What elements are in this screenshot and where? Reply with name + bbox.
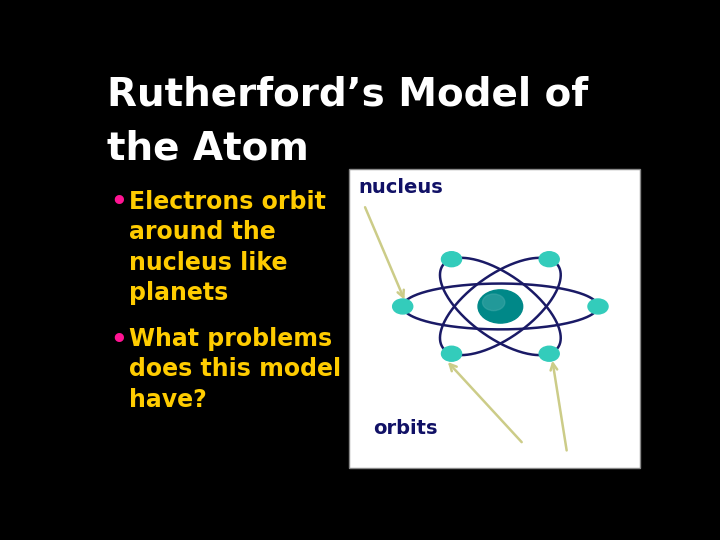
Text: What problems
does this model
have?: What problems does this model have?: [129, 327, 341, 412]
Text: •: •: [109, 187, 128, 219]
Text: Electrons orbit
around the
nucleus like
planets: Electrons orbit around the nucleus like …: [129, 190, 326, 306]
Bar: [349, 168, 639, 468]
Text: orbits: orbits: [373, 419, 437, 438]
Text: Rutherford’s Model of: Rutherford’s Model of: [107, 75, 588, 113]
Circle shape: [588, 299, 608, 314]
Text: •: •: [109, 325, 128, 356]
Circle shape: [482, 294, 505, 310]
Text: nucleus: nucleus: [358, 178, 443, 197]
Circle shape: [539, 346, 559, 361]
Text: the Atom: the Atom: [107, 129, 309, 167]
Circle shape: [539, 252, 559, 267]
Circle shape: [392, 299, 413, 314]
Circle shape: [478, 290, 523, 323]
Circle shape: [441, 346, 462, 361]
Circle shape: [441, 252, 462, 267]
